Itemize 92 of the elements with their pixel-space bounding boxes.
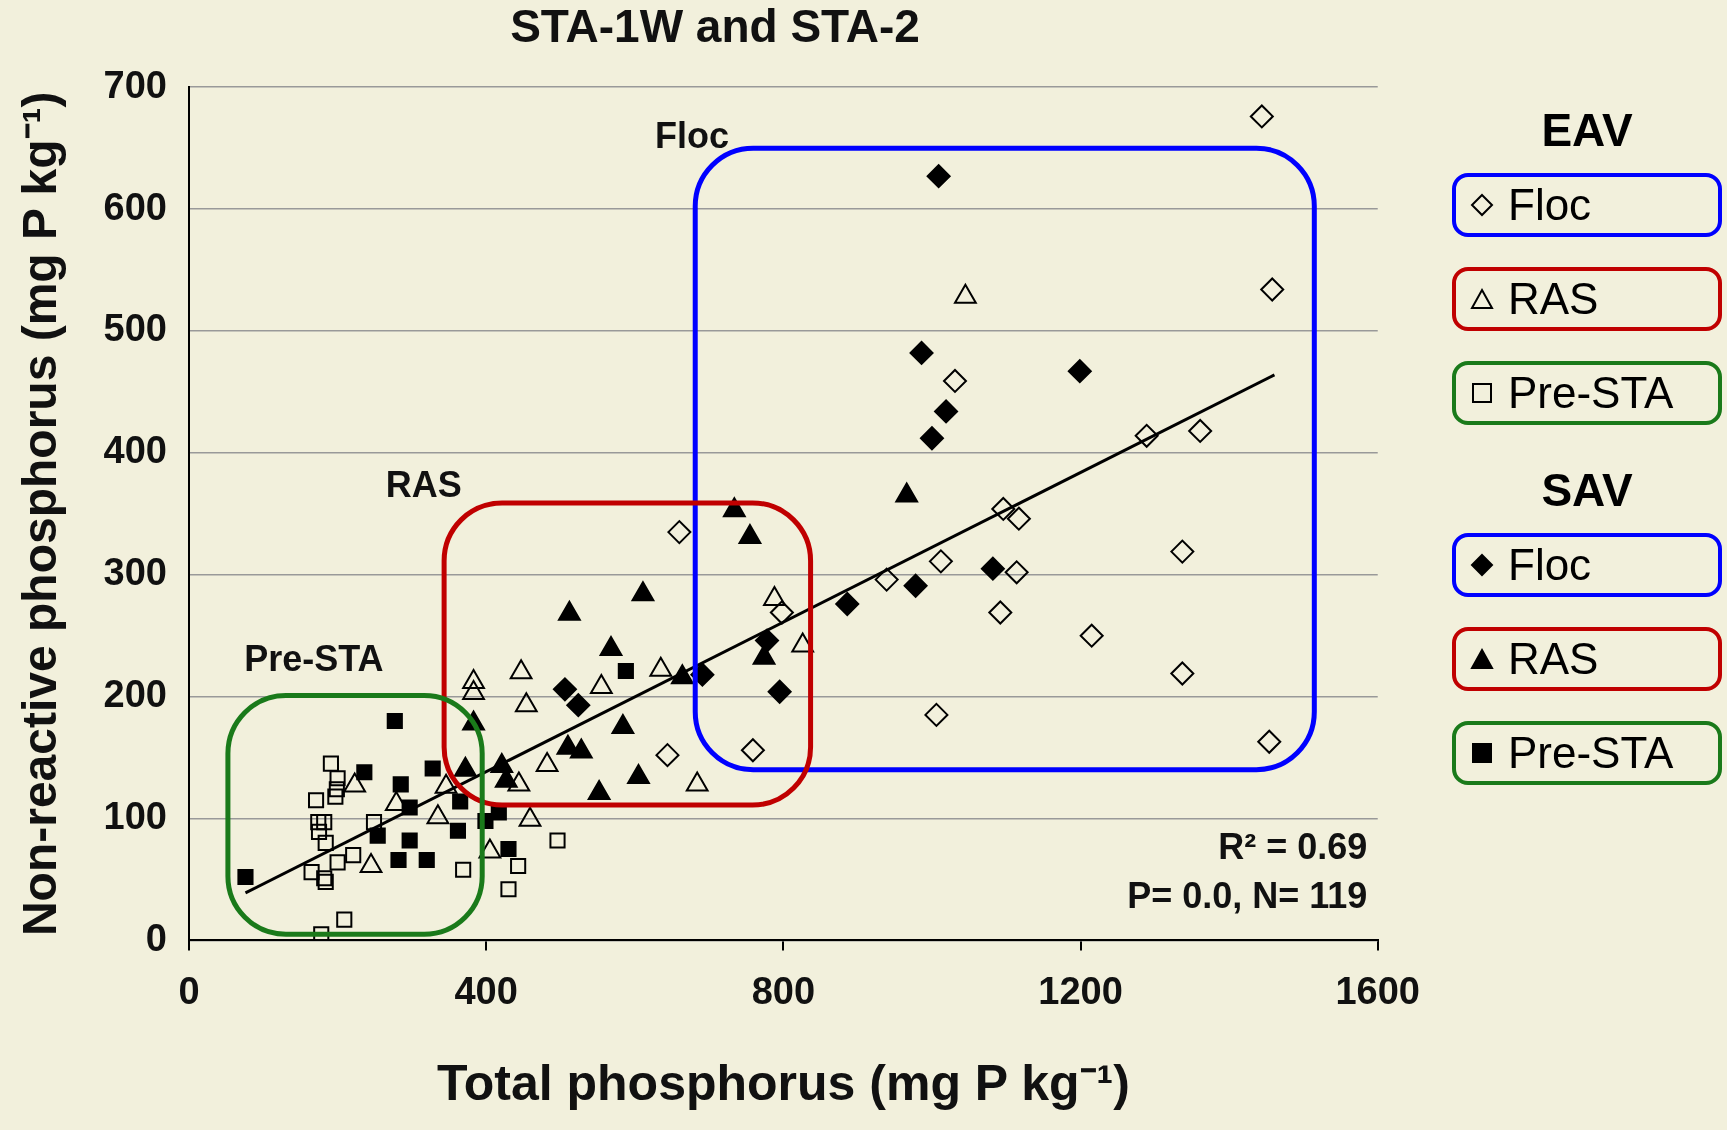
annotation: R² = 0.69	[1218, 825, 1368, 867]
legend-label: Floc	[1508, 540, 1592, 590]
point	[835, 592, 860, 616]
x-tick-label: 1600	[1335, 969, 1421, 1012]
legend-label: Floc	[1508, 180, 1592, 230]
point	[316, 814, 333, 831]
point	[874, 567, 899, 592]
point	[1188, 418, 1213, 443]
annotation: Pre-STA	[244, 638, 384, 680]
point	[452, 793, 469, 810]
legend-label: RAS	[1508, 634, 1599, 684]
point	[336, 911, 353, 928]
y-tick-label: 100	[103, 795, 167, 837]
point	[455, 861, 472, 878]
legend-label: RAS	[1508, 274, 1599, 324]
point	[1134, 423, 1159, 448]
point	[510, 857, 527, 875]
point	[1249, 104, 1274, 129]
point	[934, 399, 959, 424]
point	[328, 781, 345, 798]
point	[655, 743, 680, 768]
point	[310, 823, 328, 840]
y-tick-label: 0	[145, 916, 167, 959]
point	[926, 164, 951, 189]
point	[924, 702, 949, 727]
point	[988, 600, 1013, 625]
point	[1004, 560, 1029, 585]
point	[991, 496, 1016, 521]
point	[424, 760, 441, 777]
point	[549, 832, 566, 849]
point	[769, 600, 794, 625]
point	[329, 770, 346, 787]
x-axis-title: Total phosphorus (mg P kg⁻¹)	[436, 1054, 1130, 1111]
point	[928, 549, 953, 574]
point	[322, 755, 339, 772]
point	[1260, 277, 1285, 302]
point	[307, 792, 325, 809]
point	[418, 851, 435, 869]
point	[1170, 661, 1195, 686]
point	[392, 776, 409, 793]
point	[1257, 729, 1282, 754]
x-tick-label: 0	[178, 969, 200, 1012]
point	[767, 679, 792, 704]
y-tick-label: 500	[103, 307, 167, 350]
point	[1006, 506, 1031, 531]
point	[365, 814, 383, 831]
legend-label: Pre-STA	[1508, 728, 1674, 778]
point	[303, 864, 320, 881]
point	[617, 662, 634, 680]
annotation: P= 0.0, N= 119	[1127, 874, 1368, 916]
point	[667, 520, 692, 545]
y-axis-title: Non-reactive phosphorus (mg P kg⁻¹)	[13, 91, 67, 937]
point	[313, 926, 330, 941]
point	[401, 832, 418, 849]
point	[386, 712, 403, 730]
point	[500, 840, 517, 858]
point	[449, 822, 467, 839]
point	[329, 854, 346, 871]
x-tick-label: 800	[751, 969, 816, 1012]
point	[237, 868, 254, 886]
point	[310, 814, 327, 831]
point	[566, 693, 591, 718]
text: SAV	[1540, 463, 1634, 518]
point	[740, 738, 765, 763]
y-tick-label: 600	[103, 185, 167, 228]
x-tick-label: 400	[454, 969, 518, 1012]
chart-title: STA-1W and STA-2	[510, 0, 920, 53]
point	[500, 881, 517, 898]
point	[919, 426, 944, 451]
point	[755, 628, 780, 653]
point	[356, 764, 373, 781]
point	[390, 851, 407, 869]
text: EAV	[1540, 103, 1634, 158]
y-tick-label: 400	[103, 429, 167, 472]
legend-label: Pre-STA	[1508, 368, 1674, 418]
point	[1067, 359, 1092, 384]
y-tick-label: 300	[103, 551, 167, 594]
annotation: RAS	[385, 463, 462, 505]
point	[980, 556, 1005, 581]
annotation: Floc	[654, 115, 729, 157]
point	[327, 788, 344, 805]
point	[942, 368, 967, 393]
y-tick-label: 700	[103, 63, 167, 106]
point	[1170, 539, 1195, 564]
point	[903, 573, 928, 598]
point	[1079, 623, 1104, 648]
point	[909, 340, 934, 365]
point	[317, 834, 334, 851]
point	[552, 677, 577, 702]
x-tick-label: 1200	[1038, 969, 1123, 1012]
y-tick-label: 200	[103, 673, 167, 716]
point	[345, 847, 362, 864]
